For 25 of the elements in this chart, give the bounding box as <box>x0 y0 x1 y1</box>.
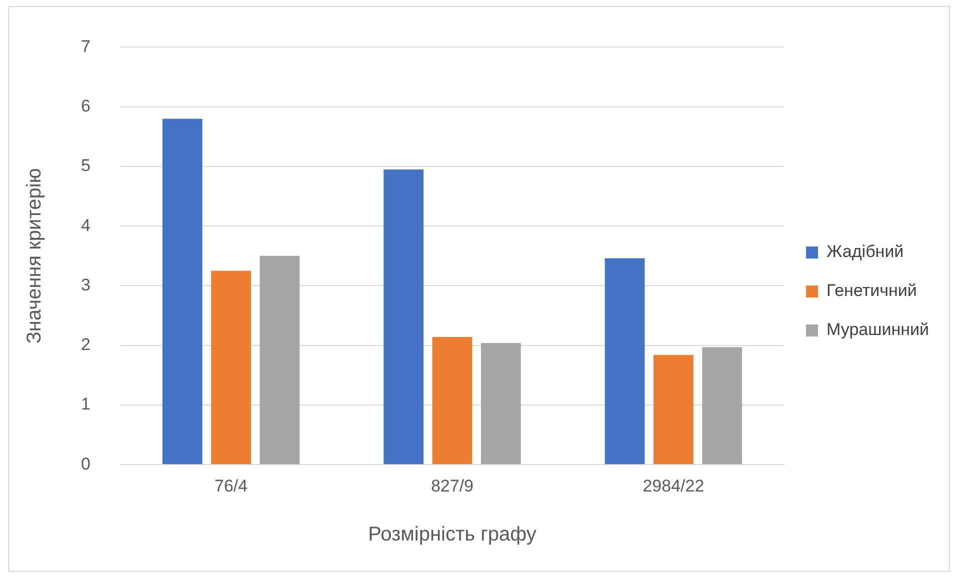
y-tick-label: 1 <box>80 394 90 414</box>
x-tick-label: 2984/22 <box>642 476 704 496</box>
y-tick-label: 0 <box>80 454 90 474</box>
x-axis-title: Розмірність графу <box>368 524 536 546</box>
bar <box>702 347 742 464</box>
bar <box>260 256 300 464</box>
x-tick-label: 76/4 <box>214 476 248 496</box>
y-tick-label: 4 <box>80 216 90 235</box>
bar <box>211 270 251 464</box>
legend-label: Генетичний <box>826 281 917 300</box>
y-tick-label: 5 <box>80 156 90 176</box>
bar <box>162 118 202 464</box>
bar <box>604 258 645 464</box>
bar <box>384 169 424 464</box>
y-tick-label: 3 <box>80 275 90 294</box>
y-tick-label: 2 <box>80 335 90 354</box>
y-tick-label: 7 <box>80 36 90 56</box>
bar <box>480 342 521 464</box>
bar <box>653 354 694 464</box>
legend-label: Мурашинний <box>826 320 930 340</box>
bar <box>432 336 472 464</box>
x-tick-label: 827/9 <box>430 476 474 496</box>
legend-label: Жадібний <box>826 242 904 262</box>
y-tick-label: 6 <box>80 96 90 116</box>
y-axis-title: Значення критерію <box>24 168 46 344</box>
